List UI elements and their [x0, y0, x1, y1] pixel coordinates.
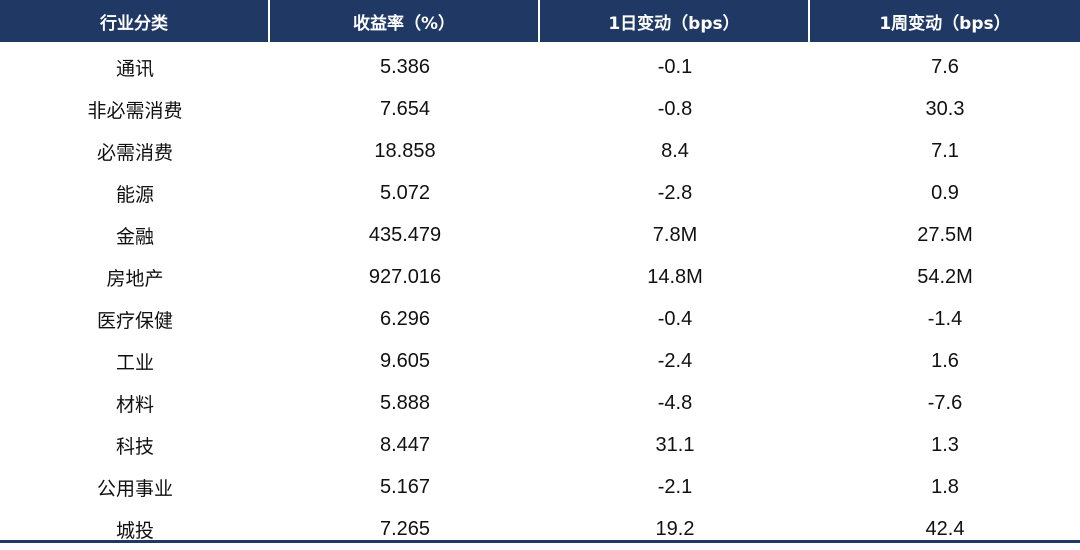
table-row: 工业 9.605 -2.4 1.6 [0, 340, 1080, 382]
cell-sector: 金融 [115, 225, 154, 248]
header-1w-change: 1周变动（bps） [810, 0, 1080, 42]
cell-1d-change: -4.8 [657, 391, 693, 414]
cell-yield: 7.654 [379, 97, 431, 120]
cell-sector: 房地产 [106, 267, 164, 290]
table-row: 城投 7.265 19.2 42.4 [0, 508, 1080, 550]
table-row: 必需消费 18.858 8.4 7.1 [0, 130, 1080, 172]
table-row: 能源 5.072 -2.8 0.9 [0, 172, 1080, 214]
cell-1d-change: -2.8 [657, 181, 693, 204]
bottom-rule [0, 540, 1080, 543]
header-row: 行业分类 收益率（%） 1日变动（bps） 1周变动（bps） [0, 0, 1080, 42]
cell-yield: 5.888 [379, 391, 431, 414]
cell-1w-change: 42.4 [925, 517, 965, 540]
cell-sector: 医疗保健 [96, 309, 173, 332]
cell-1d-change: -0.1 [657, 55, 693, 78]
table-row: 房地产 927.016 14.8M 54.2M [0, 256, 1080, 298]
cell-sector: 科技 [115, 435, 154, 458]
cell-sector: 城投 [115, 519, 154, 542]
cell-1w-change: 30.3 [925, 97, 965, 120]
cell-yield: 8.447 [379, 433, 431, 456]
cell-1d-change: 14.8M [647, 265, 703, 288]
table-body: 通讯 5.386 -0.1 7.6 非必需消费 7.654 -0.8 30.3 必需消费 18.8… [0, 42, 1080, 550]
cell-yield: 5.072 [379, 181, 431, 204]
cell-yield: 435.479 [368, 223, 442, 246]
cell-1w-change: 1.3 [931, 433, 959, 456]
cell-yield: 5.167 [379, 475, 431, 498]
cell-1d-change: 7.8M [652, 223, 698, 246]
cell-1w-change: 1.6 [931, 349, 959, 372]
cell-yield: 5.386 [379, 55, 431, 78]
cell-1d-change: -2.4 [657, 349, 693, 372]
cell-1w-change: 7.6 [931, 55, 959, 78]
table-row: 非必需消费 7.654 -0.8 30.3 [0, 88, 1080, 130]
table-row: 医疗保健 6.296 -0.4 -1.4 [0, 298, 1080, 340]
cell-yield: 6.296 [379, 307, 431, 330]
table-row: 科技 8.447 31.1 1.3 [0, 424, 1080, 466]
table-row: 金融 435.479 7.8M 27.5M [0, 214, 1080, 256]
header-yield: 收益率（%） [270, 0, 540, 42]
table-row: 公用事业 5.167 -2.1 1.8 [0, 466, 1080, 508]
cell-1w-change: -7.6 [927, 391, 963, 414]
cell-yield: 9.605 [379, 349, 431, 372]
cell-1w-change: 0.9 [931, 181, 959, 204]
header-sector: 行业分类 [0, 0, 270, 42]
cell-1w-change: 54.2M [917, 265, 973, 288]
cell-sector: 必需消费 [96, 141, 173, 164]
cell-1w-change: -1.4 [927, 307, 963, 330]
cell-1w-change: 1.8 [931, 475, 959, 498]
cell-sector: 公用事业 [96, 477, 173, 500]
cell-yield: 7.265 [379, 517, 431, 540]
table-header: 行业分类 收益率（%） 1日变动（bps） 1周变动（bps） [0, 0, 1080, 42]
cell-yield: 18.858 [374, 139, 436, 162]
cell-yield: 927.016 [368, 265, 442, 288]
cell-1d-change: -2.1 [657, 475, 693, 498]
cell-sector: 工业 [115, 351, 154, 374]
cell-sector: 非必需消费 [87, 99, 183, 122]
cell-1w-change: 27.5M [917, 223, 973, 246]
cell-1d-change: -0.8 [657, 97, 693, 120]
cell-1d-change: 31.1 [655, 433, 695, 456]
header-1d-change: 1日变动（bps） [540, 0, 810, 42]
cell-sector: 材料 [115, 393, 154, 416]
table-row: 材料 5.888 -4.8 -7.6 [0, 382, 1080, 424]
cell-1d-change: 8.4 [661, 139, 689, 162]
table-row: 通讯 5.386 -0.1 7.6 [0, 42, 1080, 88]
cell-sector: 能源 [115, 183, 154, 206]
cell-sector: 通讯 [115, 57, 154, 80]
cell-1d-change: 19.2 [655, 517, 695, 540]
cell-1d-change: -0.4 [657, 307, 693, 330]
cell-1w-change: 7.1 [931, 139, 959, 162]
